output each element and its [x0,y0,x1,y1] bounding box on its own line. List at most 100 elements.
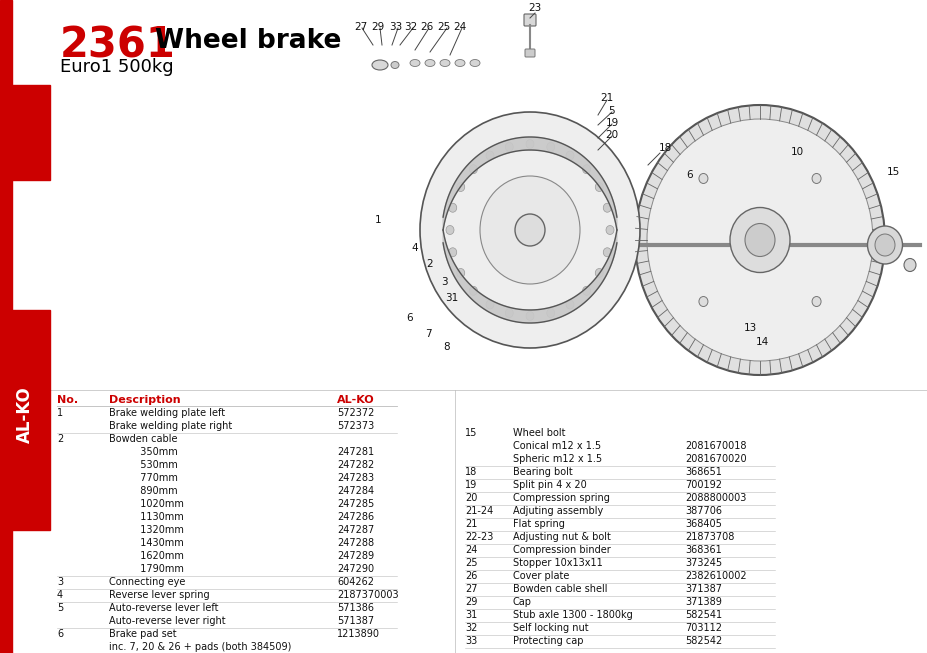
Ellipse shape [546,309,554,317]
Text: 27: 27 [354,22,367,32]
FancyBboxPatch shape [525,49,535,57]
Ellipse shape [634,105,884,375]
Text: 368405: 368405 [684,519,721,529]
Text: Auto-reverse lever right: Auto-reverse lever right [108,616,225,626]
Text: Cover plate: Cover plate [513,571,569,581]
Text: 371389: 371389 [684,597,721,607]
Text: Stub axle 1300 - 1800kg: Stub axle 1300 - 1800kg [513,610,632,620]
Ellipse shape [410,59,420,67]
Text: Bowden cable: Bowden cable [108,434,177,444]
Ellipse shape [486,300,493,309]
Text: 6: 6 [406,313,413,323]
Text: Adjuting assembly: Adjuting assembly [513,506,603,516]
Polygon shape [442,230,616,323]
Ellipse shape [504,142,513,151]
Text: 20: 20 [604,130,618,140]
Text: 27: 27 [464,584,477,594]
Ellipse shape [479,176,579,284]
Ellipse shape [469,286,476,295]
Text: 25: 25 [464,558,477,568]
Ellipse shape [903,259,915,272]
Text: 247288: 247288 [337,538,374,548]
Ellipse shape [811,174,820,183]
Ellipse shape [874,234,894,256]
Text: 15: 15 [464,428,476,438]
Text: 604262: 604262 [337,577,374,587]
Text: Brake welding plate left: Brake welding plate left [108,408,225,418]
Polygon shape [442,137,616,230]
Ellipse shape [526,311,533,321]
Text: 368361: 368361 [684,545,721,555]
Ellipse shape [698,174,707,183]
Ellipse shape [469,165,476,174]
Ellipse shape [469,59,479,67]
Text: 890mm: 890mm [108,486,177,496]
Text: 21-24: 21-24 [464,506,493,516]
Text: 31: 31 [464,610,476,620]
Ellipse shape [514,214,544,246]
Text: Wheel brake: Wheel brake [155,28,341,54]
Text: 247290: 247290 [337,564,374,574]
Text: Connecting eye: Connecting eye [108,577,185,587]
Text: 247285: 247285 [337,499,374,509]
Text: 22-23: 22-23 [464,532,493,542]
Text: 247281: 247281 [337,447,374,457]
Text: Self locking nut: Self locking nut [513,623,588,633]
Text: 368651: 368651 [684,467,721,477]
Text: Stopper 10x13x11: Stopper 10x13x11 [513,558,603,568]
Text: 31: 31 [445,293,458,303]
Text: 371387: 371387 [684,584,721,594]
Ellipse shape [456,182,464,191]
Ellipse shape [546,142,554,151]
Text: Auto-reverse lever left: Auto-reverse lever left [108,603,218,613]
Text: Bearing bolt: Bearing bolt [513,467,572,477]
Text: 571386: 571386 [337,603,374,613]
Text: 25: 25 [437,22,451,32]
Text: 29: 29 [371,22,384,32]
FancyBboxPatch shape [524,14,536,26]
Text: Bowden cable shell: Bowden cable shell [513,584,607,594]
Ellipse shape [646,119,872,361]
Text: Split pin 4 x 20: Split pin 4 x 20 [513,480,586,490]
Text: 572372: 572372 [337,408,374,418]
Text: 33: 33 [464,636,476,646]
Text: 14: 14 [755,337,768,347]
Ellipse shape [603,247,611,257]
Text: 33: 33 [389,22,402,32]
Ellipse shape [867,226,902,264]
Text: 23: 23 [527,3,541,13]
Ellipse shape [372,60,387,70]
Text: 572373: 572373 [337,421,374,431]
Text: 24: 24 [453,22,466,32]
Text: 247282: 247282 [337,460,374,470]
Ellipse shape [594,182,603,191]
Text: 3: 3 [57,577,63,587]
Text: 2382610002: 2382610002 [684,571,746,581]
Text: 8: 8 [443,342,450,352]
Ellipse shape [565,151,574,160]
Text: Euro1 500kg: Euro1 500kg [60,58,173,76]
Text: Adjusting nut & bolt: Adjusting nut & bolt [513,532,610,542]
Ellipse shape [486,151,493,160]
Text: 1790mm: 1790mm [108,564,184,574]
Text: 10: 10 [790,147,803,157]
Text: 387706: 387706 [684,506,721,516]
Ellipse shape [605,225,614,234]
Text: AL-KO: AL-KO [337,395,375,405]
Ellipse shape [594,268,603,278]
Ellipse shape [449,203,456,212]
Text: 21: 21 [600,93,613,103]
Text: Conical m12 x 1.5: Conical m12 x 1.5 [513,441,601,451]
Text: 18: 18 [657,143,671,153]
Ellipse shape [565,300,574,309]
Ellipse shape [603,203,611,212]
Text: 2361: 2361 [60,25,176,67]
Text: 1430mm: 1430mm [108,538,184,548]
Text: Description: Description [108,395,181,405]
Text: 26: 26 [420,22,433,32]
Text: 26: 26 [464,571,476,581]
Text: 700192: 700192 [684,480,721,490]
Text: 571387: 571387 [337,616,374,626]
Text: 32: 32 [464,623,476,633]
Ellipse shape [730,208,789,272]
